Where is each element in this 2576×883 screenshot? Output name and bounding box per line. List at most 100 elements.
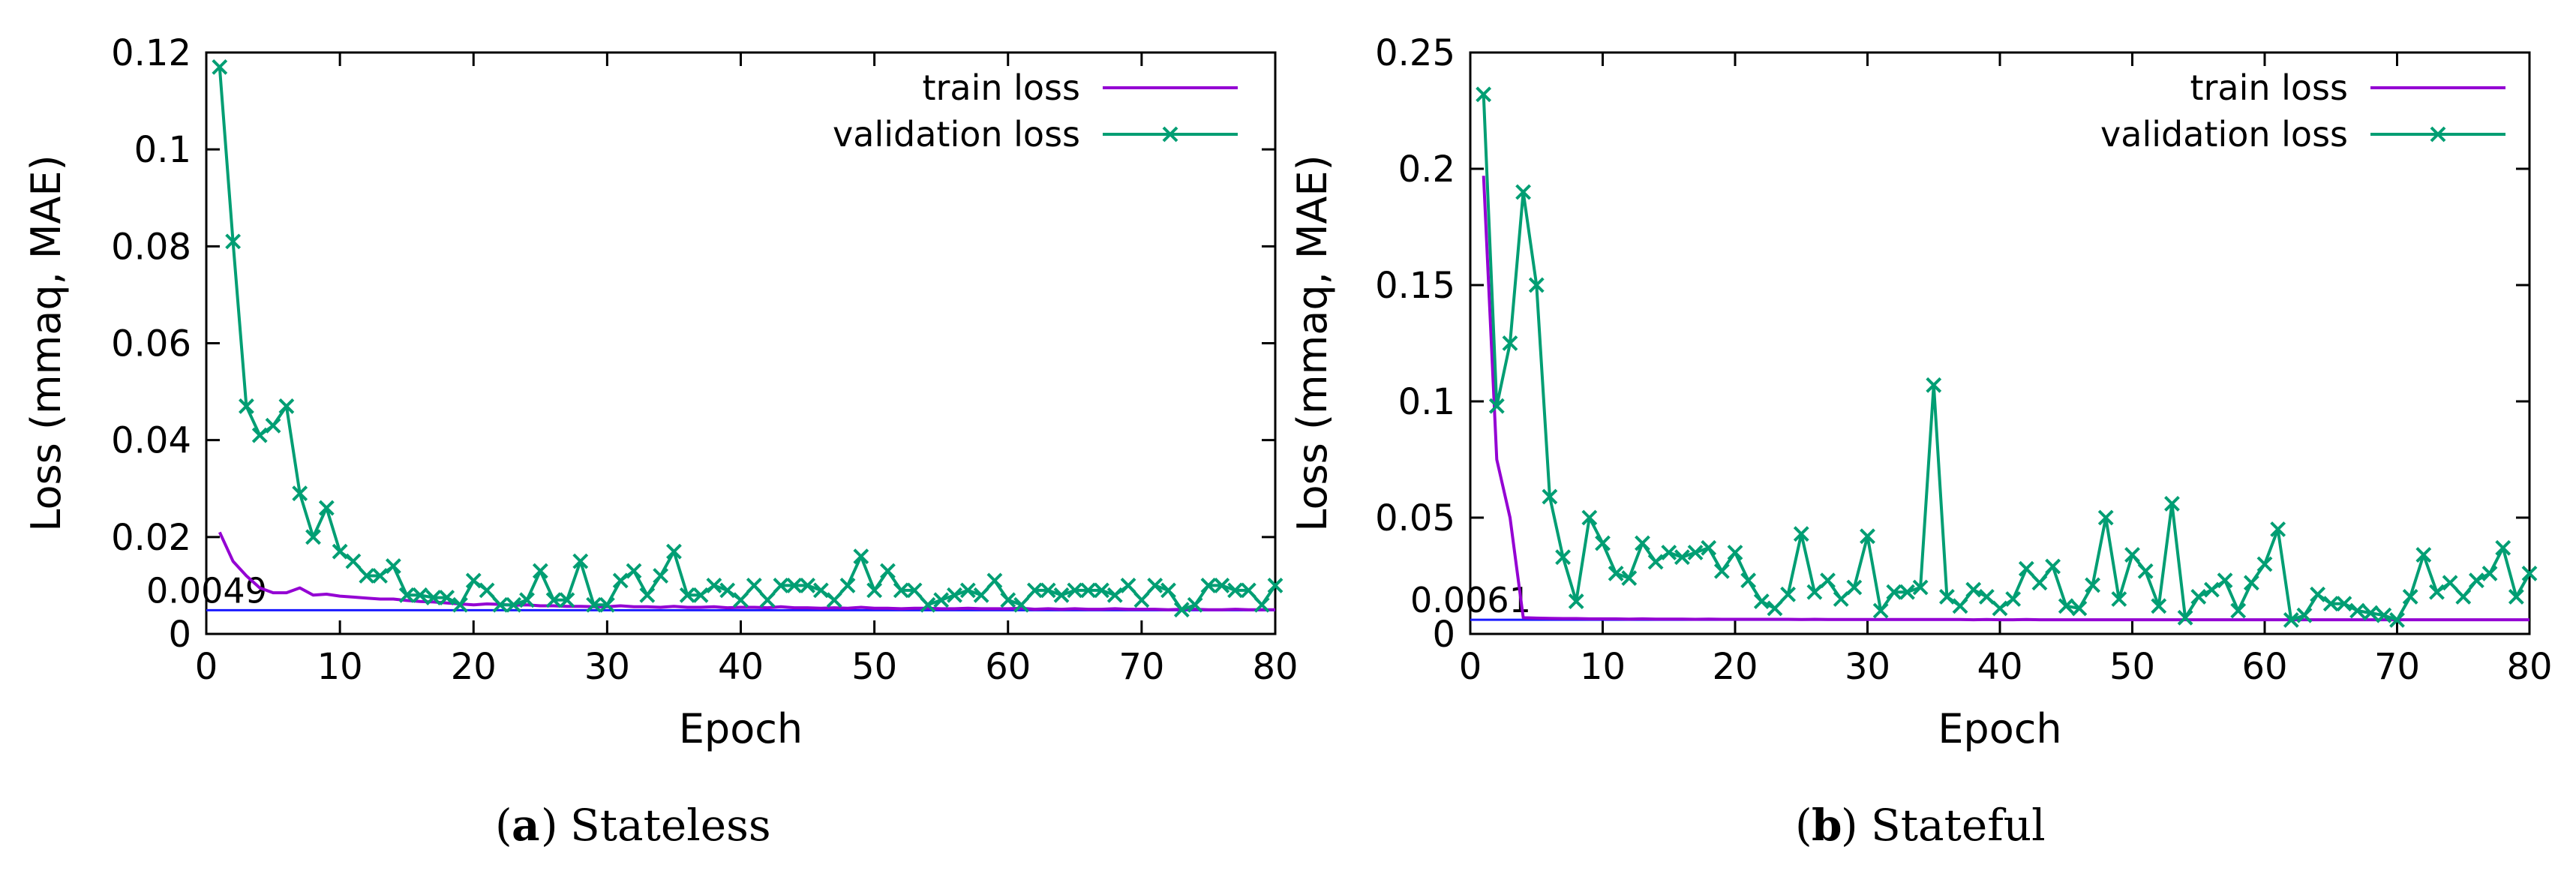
y-tick-label: 0.2 xyxy=(1398,149,1455,191)
data-point-marker xyxy=(2495,539,2511,556)
data-point-marker xyxy=(2177,609,2193,626)
data-point-marker xyxy=(1872,602,1889,619)
data-point-marker xyxy=(1094,582,1109,599)
plot-frame xyxy=(1469,51,2531,635)
y-tick-label: 0.1 xyxy=(134,129,191,171)
data-point-marker xyxy=(225,233,242,250)
data-point-marker xyxy=(559,592,575,608)
data-point-marker xyxy=(305,529,321,545)
data-point-marker xyxy=(359,568,375,584)
data-point-marker xyxy=(1647,554,1664,570)
data-point-marker xyxy=(733,592,749,608)
data-point-marker xyxy=(1846,579,1863,596)
data-point-marker xyxy=(545,592,562,608)
data-point-marker xyxy=(947,587,962,603)
data-point-marker xyxy=(986,572,1003,589)
data-point-marker xyxy=(719,582,736,599)
panel-b-stateful: 0 10 20 30 40 50 60 70 80 0 0.05 0.1 0.15 0.2 0.25 Epoc… xyxy=(1289,32,2553,752)
y-tick-label: 0.02 xyxy=(111,517,191,559)
data-point-marker xyxy=(1187,596,1203,613)
data-point-marker xyxy=(1080,582,1097,599)
data-point-marker xyxy=(1240,582,1256,599)
data-point-marker xyxy=(1793,526,1809,542)
caption-b-label: b xyxy=(1812,800,1842,851)
data-point-marker xyxy=(973,587,989,603)
data-point-marker xyxy=(2429,584,2445,600)
data-point-marker xyxy=(465,572,482,589)
data-point-marker xyxy=(599,596,615,613)
legend-label: train loss xyxy=(2190,68,2348,108)
y-tick-label: 0.15 xyxy=(1375,265,1455,307)
data-point-marker xyxy=(1833,591,1849,607)
data-point-marker xyxy=(1253,596,1270,613)
data-point-marker xyxy=(1899,584,1915,600)
data-point-marker xyxy=(212,59,228,75)
data-point-marker xyxy=(1820,572,1836,589)
data-point-marker xyxy=(1674,549,1690,566)
data-point-marker xyxy=(586,596,602,613)
legend-label: validation loss xyxy=(833,114,1080,155)
data-point-marker xyxy=(1476,86,1492,103)
y-axis-label: Loss (mmaq, MAE) xyxy=(1289,155,1336,531)
data-point-marker xyxy=(2031,575,2048,591)
data-point-marker xyxy=(2481,565,2498,581)
x-tick-label: 30 xyxy=(1845,646,1890,688)
data-point-marker xyxy=(1713,563,1730,579)
data-point-marker xyxy=(2283,611,2299,628)
x-tick-label: 10 xyxy=(1580,646,1626,688)
data-point-marker xyxy=(412,587,428,603)
data-point-marker xyxy=(2085,577,2100,593)
y-tick-label: 0.06 xyxy=(111,323,191,365)
data-point-marker xyxy=(1912,579,1929,596)
data-point-marker xyxy=(2058,598,2074,614)
data-point-marker xyxy=(1860,528,1875,545)
data-point-marker xyxy=(1753,593,1770,610)
series-line xyxy=(1482,176,2529,622)
y-tick-label: 0.08 xyxy=(111,226,191,268)
data-point-marker xyxy=(1595,535,1611,551)
data-point-marker xyxy=(2442,575,2458,591)
data-point-marker xyxy=(1635,535,1650,551)
data-point-marker xyxy=(2243,575,2259,591)
x-tick-label: 50 xyxy=(851,646,897,688)
series-validation-loss xyxy=(1476,86,2538,628)
data-point-marker xyxy=(1661,545,1677,560)
data-point-marker xyxy=(2389,611,2405,628)
data-point-marker xyxy=(933,592,950,608)
data-point-marker xyxy=(2468,572,2484,589)
caption-a-paren-open: ( xyxy=(495,800,512,851)
data-point-marker xyxy=(1160,582,1176,599)
data-point-marker xyxy=(773,578,789,593)
data-point-marker xyxy=(1555,549,1571,566)
data-point-marker xyxy=(1926,377,1942,393)
data-point-marker xyxy=(2111,591,2127,607)
data-point-marker xyxy=(1026,582,1043,599)
data-point-marker xyxy=(572,553,589,569)
data-point-marker xyxy=(2005,591,2022,607)
data-point-marker xyxy=(1120,578,1136,593)
data-point-marker xyxy=(439,590,455,605)
caption-b: ( b ) Stateful xyxy=(1795,800,2046,851)
data-point-marker xyxy=(626,563,642,579)
data-point-marker xyxy=(1978,588,1995,605)
x-tick-label: 40 xyxy=(1977,646,2022,688)
reference-line-label: 0.0061 xyxy=(1410,580,1531,620)
x-tick-label: 60 xyxy=(985,646,1031,688)
data-point-marker xyxy=(2310,586,2326,602)
data-point-marker xyxy=(345,553,362,569)
legend-marker xyxy=(1162,126,1178,143)
data-point-marker xyxy=(866,582,883,599)
data-point-marker xyxy=(2415,547,2432,563)
data-point-marker xyxy=(2097,509,2114,526)
data-point-marker xyxy=(1727,545,1743,560)
data-point-marker xyxy=(2230,602,2247,619)
data-point-marker xyxy=(1173,602,1190,618)
x-tick-label: 80 xyxy=(1252,646,1298,688)
data-point-marker xyxy=(2164,495,2180,512)
data-point-marker xyxy=(1621,570,1638,587)
data-point-marker xyxy=(959,582,976,599)
data-point-marker xyxy=(2071,600,2088,617)
data-point-marker xyxy=(1608,565,1624,581)
data-point-marker xyxy=(1227,582,1243,599)
data-point-marker xyxy=(2296,607,2313,623)
